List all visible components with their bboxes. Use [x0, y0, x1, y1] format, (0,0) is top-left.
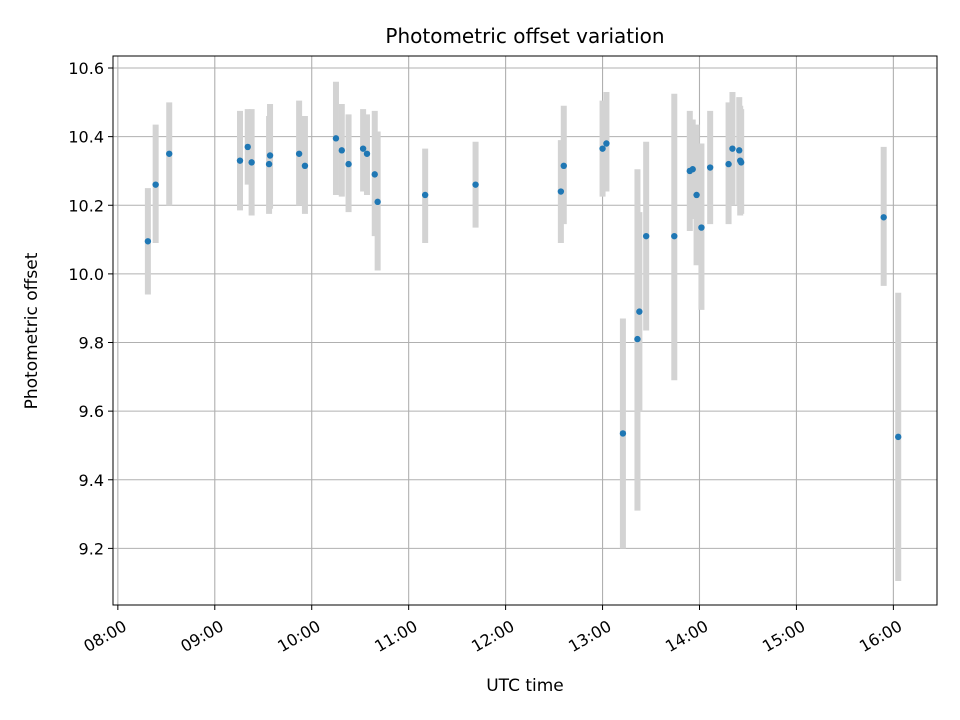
data-point	[737, 159, 745, 166]
data-point	[634, 335, 641, 343]
x-axis-label: UTC time	[486, 676, 564, 696]
data-point	[244, 143, 251, 151]
data-point	[338, 147, 345, 154]
y-tick-label: 10.2	[68, 196, 104, 215]
data-point	[560, 162, 567, 169]
data-point	[619, 430, 627, 437]
data-point	[236, 157, 244, 164]
y-tick-label: 10.4	[68, 128, 104, 147]
data-point	[265, 160, 273, 168]
data-point	[166, 150, 173, 157]
plot-frame	[112, 55, 938, 606]
data-point	[895, 433, 902, 441]
data-point	[689, 166, 696, 173]
data-point	[363, 150, 371, 157]
y-tick-label: 9.8	[79, 334, 104, 353]
y-tick-label: 9.2	[79, 539, 104, 558]
chart-title: Photometric offset variation	[385, 24, 664, 48]
data-point	[332, 135, 340, 142]
data-point	[557, 188, 565, 195]
data-point	[374, 198, 381, 206]
data-point	[248, 159, 255, 166]
y-axis-label: Photometric offset	[22, 252, 42, 409]
data-point	[472, 181, 479, 188]
data-point	[421, 191, 429, 199]
data-point	[736, 147, 743, 154]
data-point	[599, 145, 606, 152]
data-point	[301, 162, 309, 169]
data-point	[642, 232, 650, 240]
data-point	[266, 152, 274, 159]
data-point	[693, 191, 700, 199]
data-markers	[144, 135, 902, 441]
data-point	[729, 145, 736, 152]
y-tick-label: 9.6	[79, 402, 104, 421]
data-point	[603, 140, 610, 147]
y-axis-ticks: 9.2 9.4 9.6 9.8 10.0 10.2 10.4 10.6	[68, 59, 113, 558]
data-point	[345, 160, 352, 168]
data-point	[636, 308, 643, 315]
data-point	[880, 214, 887, 221]
data-point	[295, 150, 303, 157]
data-point	[725, 160, 732, 168]
data-point	[698, 224, 705, 231]
data-point	[359, 145, 367, 152]
y-tick-label: 10.6	[68, 59, 104, 78]
data-point	[152, 181, 159, 188]
y-tick-label: 9.4	[79, 471, 104, 490]
data-point	[706, 164, 714, 171]
y-tick-label: 10.0	[68, 265, 104, 284]
data-point	[371, 171, 378, 178]
data-point	[144, 238, 152, 245]
data-point	[671, 232, 678, 240]
